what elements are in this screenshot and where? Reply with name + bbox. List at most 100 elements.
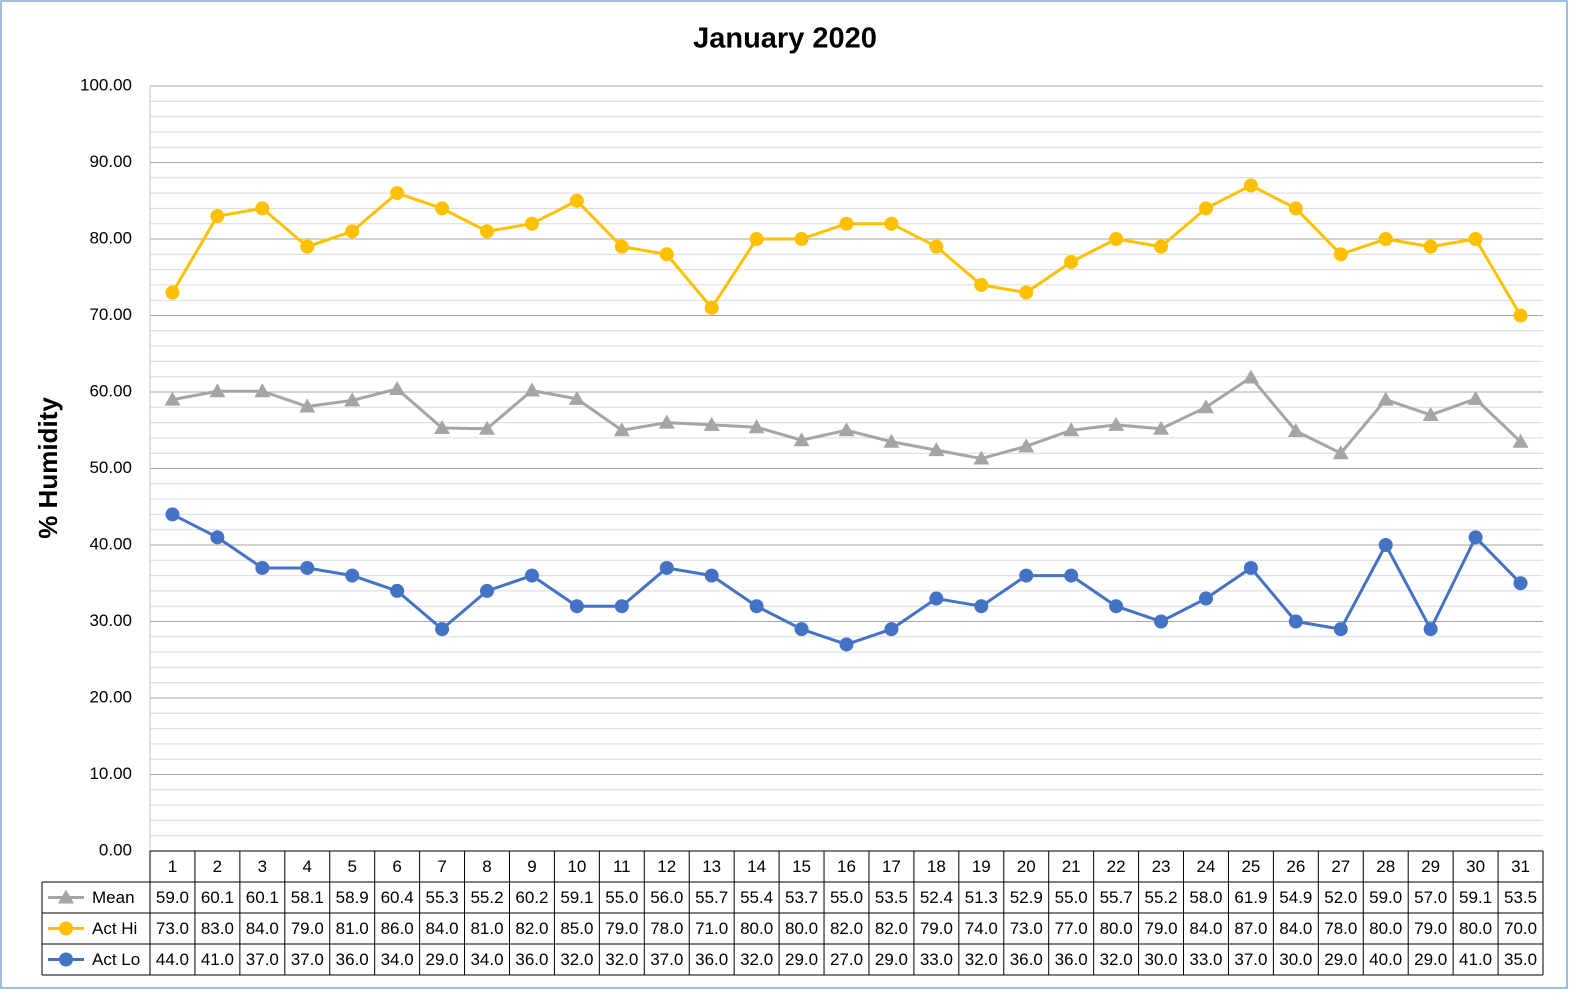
data-point (389, 380, 406, 395)
data-point (1154, 239, 1169, 254)
table-value: 44.0 (156, 950, 189, 969)
table-value: 79.0 (1145, 919, 1178, 938)
data-point (524, 216, 539, 231)
table-value: 58.0 (1189, 888, 1222, 907)
table-value: 79.0 (1414, 919, 1447, 938)
data-point (614, 599, 629, 614)
table-value: 34.0 (381, 950, 414, 969)
data-point (435, 201, 450, 216)
chart-title: January 2020 (693, 23, 877, 55)
table-value: 37.0 (246, 950, 279, 969)
data-point (1154, 614, 1169, 629)
data-point (1153, 420, 1170, 435)
data-point (255, 201, 270, 216)
y-tick-label: 40.00 (89, 534, 132, 553)
data-point (1512, 433, 1529, 448)
legend-label: Act Lo (92, 950, 140, 969)
data-point (1377, 391, 1394, 406)
data-point (568, 390, 585, 405)
y-tick-label: 0.00 (99, 840, 132, 859)
data-point (1333, 622, 1348, 637)
data-point (390, 583, 405, 598)
table-value: 82.0 (830, 919, 863, 938)
data-point (165, 507, 180, 522)
table-value: 82.0 (875, 919, 908, 938)
table-value: 29.0 (875, 950, 908, 969)
data-point (749, 232, 764, 246)
table-value: 52.4 (920, 888, 953, 907)
data-point (1422, 406, 1439, 421)
x-tick-label: 19 (972, 857, 991, 876)
y-tick-label: 60.00 (89, 381, 132, 400)
data-point (1108, 416, 1125, 431)
table-value: 86.0 (381, 919, 414, 938)
table-value: 80.0 (785, 919, 818, 938)
data-point (165, 285, 180, 300)
table-value: 80.0 (1459, 919, 1492, 938)
table-value: 84.0 (426, 919, 459, 938)
table-value: 73.0 (156, 919, 189, 938)
table-value: 84.0 (1279, 919, 1312, 938)
x-tick-label: 12 (657, 857, 676, 876)
x-tick-label: 5 (347, 857, 356, 876)
table-value: 59.1 (1459, 888, 1492, 907)
table-value: 79.0 (920, 919, 953, 938)
data-point (748, 419, 765, 434)
x-tick-label: 20 (1017, 857, 1036, 876)
data-point (164, 391, 181, 406)
table-value: 57.0 (1414, 888, 1447, 907)
data-point (210, 530, 225, 545)
data-point (974, 599, 989, 614)
x-tick-label: 21 (1062, 857, 1081, 876)
table-value: 55.2 (1145, 888, 1178, 907)
x-tick-label: 22 (1107, 857, 1126, 876)
table-value: 55.0 (605, 888, 638, 907)
x-tick-label: 27 (1331, 857, 1350, 876)
data-point (523, 382, 540, 397)
table-value: 59.1 (560, 888, 593, 907)
table-value: 73.0 (1010, 919, 1043, 938)
x-tick-label: 23 (1152, 857, 1171, 876)
legend-label: Act Hi (92, 919, 137, 938)
data-point (480, 583, 495, 598)
table-value: 60.1 (201, 888, 234, 907)
table-value: 36.0 (1010, 950, 1043, 969)
x-tick-label: 30 (1466, 857, 1485, 876)
x-tick-label: 17 (882, 857, 901, 876)
table-value: 59.0 (1369, 888, 1402, 907)
table-value: 52.0 (1324, 888, 1357, 907)
x-tick-label: 8 (482, 857, 491, 876)
x-tick-label: 9 (527, 857, 536, 876)
data-point (1243, 178, 1258, 193)
data-point (1019, 568, 1034, 583)
table-value: 83.0 (201, 919, 234, 938)
data-point (1378, 538, 1393, 552)
data-point (1288, 201, 1303, 216)
y-tick-label: 50.00 (89, 458, 132, 477)
data-point (1332, 445, 1349, 460)
data-point (1064, 254, 1079, 269)
data-point (255, 560, 270, 575)
data-point (704, 568, 719, 583)
data-point (209, 383, 226, 398)
table-value: 84.0 (246, 919, 279, 938)
data-point (1287, 423, 1304, 438)
x-tick-label: 15 (792, 857, 811, 876)
table-value: 27.0 (830, 950, 863, 969)
data-point (839, 216, 854, 231)
x-tick-label: 10 (567, 857, 586, 876)
table-value: 58.1 (291, 888, 324, 907)
data-point (1063, 422, 1080, 437)
data-point (883, 433, 900, 448)
y-tick-label: 80.00 (89, 228, 132, 247)
data-point (794, 622, 809, 637)
table-value: 32.0 (560, 950, 593, 969)
data-point (1468, 530, 1483, 545)
x-tick-label: 4 (303, 857, 312, 876)
legend-key-marker (59, 921, 73, 936)
table-value: 32.0 (740, 950, 773, 969)
data-point (344, 392, 361, 407)
table-value: 59.0 (156, 888, 189, 907)
table-value: 55.7 (1100, 888, 1133, 907)
